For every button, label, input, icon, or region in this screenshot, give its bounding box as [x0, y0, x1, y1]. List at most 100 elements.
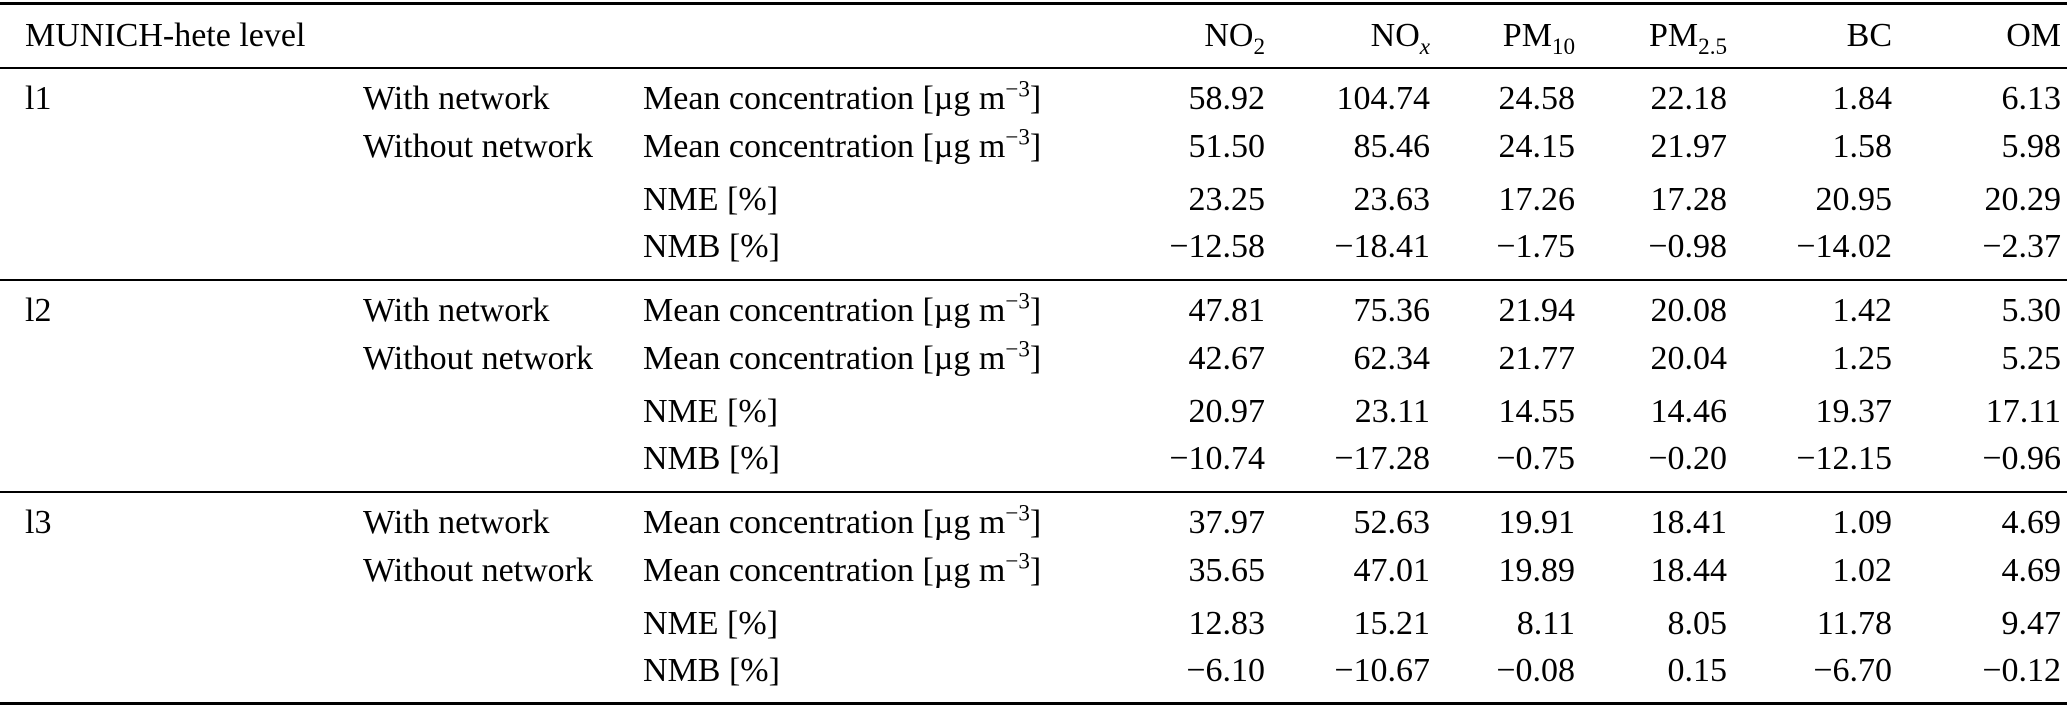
level-cell: [0, 651, 363, 704]
value-om: 5.98: [2001, 128, 2062, 165]
value-cell: 5.30: [1892, 280, 2067, 333]
value-cell: 20.04: [1575, 333, 1728, 386]
value-no2: 12.83: [1188, 605, 1266, 642]
table-row: NMB [%] −12.58 −18.41 −1.75 −0.98 −14.02 −2.37: [0, 227, 2067, 280]
value-om: 6.13: [2001, 80, 2062, 117]
value-pm25: 14.46: [1650, 393, 1728, 430]
metric-cell: Mean concentration [µg m−3]: [643, 492, 1111, 545]
col-header-pm10: PM10: [1430, 4, 1575, 68]
value-no2: 47.81: [1188, 292, 1266, 329]
value-cell: 85.46: [1265, 121, 1431, 174]
metric-label-mean: Mean concentration [µg m: [643, 128, 1006, 165]
value-cell: 6.13: [1892, 68, 2067, 121]
value-no2: −10.74: [1169, 440, 1266, 477]
value-bc: −12.15: [1796, 440, 1893, 477]
value-pm10: 21.77: [1498, 340, 1576, 377]
level-label: l1: [25, 80, 52, 117]
metric-label-exponent: −3: [1005, 288, 1030, 315]
value-cell: −12.15: [1727, 439, 1892, 492]
value-cell: 8.05: [1575, 598, 1728, 651]
value-pm10: 24.58: [1498, 80, 1576, 117]
value-cell: −0.20: [1575, 439, 1727, 492]
metric-label-exponent: −3: [1005, 124, 1030, 151]
value-pm10: 14.55: [1498, 393, 1576, 430]
metric-cell: NME [%]: [643, 174, 1111, 227]
network-cell: With network: [363, 492, 643, 545]
metric-label-exponent: −3: [1005, 500, 1030, 527]
metric-label-bracket: ]: [1029, 552, 1042, 589]
value-pm25: 20.04: [1650, 340, 1728, 377]
value-nox: −17.28: [1334, 440, 1431, 477]
value-cell: 8.11: [1430, 598, 1575, 651]
value-cell: 20.08: [1575, 280, 1728, 333]
level-cell: [0, 386, 363, 439]
value-cell: 19.89: [1430, 545, 1576, 598]
value-cell: −18.41: [1265, 227, 1430, 280]
value-cell: 23.25: [1111, 174, 1266, 227]
network-label: Without network: [363, 128, 593, 165]
value-cell: 17.26: [1430, 174, 1576, 227]
metric-label-mean: Mean concentration [µg m: [643, 80, 1006, 117]
metric-cell: Mean concentration [µg m−3]: [643, 121, 1111, 174]
value-pm25: −0.98: [1648, 228, 1728, 265]
col-header-base: PM: [1502, 16, 1552, 54]
level-cell: [0, 333, 363, 386]
metric-label-bracket: ]: [1029, 128, 1042, 165]
value-cell: 21.77: [1430, 333, 1576, 386]
value-cell: 4.69: [1892, 492, 2067, 545]
value-cell: 1.84: [1727, 68, 1893, 121]
value-pm10: 19.91: [1498, 504, 1576, 541]
network-cell: Without network: [363, 333, 643, 386]
value-cell: 1.58: [1727, 121, 1893, 174]
value-cell: −6.70: [1727, 651, 1892, 704]
value-cell: −0.96: [1892, 439, 2067, 492]
level-group-l3: l3 With network Mean concentration [µg m−3…: [0, 491, 2067, 704]
metric-label-nme: NME [%]: [643, 181, 779, 218]
value-bc: 20.95: [1815, 181, 1893, 218]
value-cell: 1.09: [1727, 492, 1893, 545]
value-cell: −14.02: [1727, 227, 1892, 280]
metric-label-bracket: ]: [1029, 80, 1042, 117]
network-cell: With network: [363, 280, 643, 333]
value-nox: 47.01: [1353, 552, 1431, 589]
col-header-base: NO: [1204, 16, 1254, 54]
col-header-subscript: 2: [1253, 33, 1266, 60]
metric-label-nmb: NMB [%]: [643, 651, 780, 689]
network-label: With network: [363, 504, 550, 541]
value-cell: 5.25: [1892, 333, 2067, 386]
value-pm25: 8.05: [1667, 605, 1728, 642]
value-cell: 58.92: [1111, 68, 1266, 121]
value-bc: 11.78: [1816, 605, 1893, 642]
value-om: −2.37: [1982, 228, 2062, 265]
value-om: 9.47: [2001, 605, 2062, 642]
value-cell: −0.98: [1575, 227, 1727, 280]
value-cell: 1.02: [1727, 545, 1893, 598]
level-group-l2: l2 With network Mean concentration [µg m−3…: [0, 279, 2067, 492]
table-row: l1 With network Mean concentration [µg m−3…: [0, 68, 2067, 121]
value-nox: −10.67: [1334, 651, 1431, 689]
col-header-bc: BC: [1727, 4, 1892, 68]
value-cell: −12.58: [1111, 227, 1265, 280]
table-row: Without network Mean concentration [µg m−…: [0, 121, 2067, 174]
metric-label-exponent: −3: [1005, 76, 1030, 103]
value-pm10: 8.11: [1516, 605, 1576, 642]
value-cell: 62.34: [1265, 333, 1431, 386]
metric-label-bracket: ]: [1029, 340, 1042, 377]
value-cell: −6.10: [1111, 651, 1265, 704]
value-cell: 1.25: [1727, 333, 1893, 386]
value-pm10: −0.08: [1496, 651, 1576, 689]
network-cell: [363, 651, 643, 704]
table-row: l2 With network Mean concentration [µg m−3…: [0, 280, 2067, 333]
metric-label-bracket: ]: [1029, 292, 1042, 329]
value-pm25: 18.44: [1650, 552, 1728, 589]
value-pm10: 19.89: [1498, 552, 1576, 589]
metric-label-bracket: ]: [1029, 504, 1042, 541]
value-bc: 19.37: [1815, 393, 1893, 430]
metric-label-nme: NME [%]: [643, 393, 779, 430]
col-header-base: BC: [1846, 16, 1893, 54]
value-bc: 1.02: [1832, 552, 1893, 589]
value-no2: 42.67: [1188, 340, 1266, 377]
metric-label-nme: NME [%]: [643, 605, 779, 642]
value-nox: 104.74: [1336, 80, 1431, 117]
